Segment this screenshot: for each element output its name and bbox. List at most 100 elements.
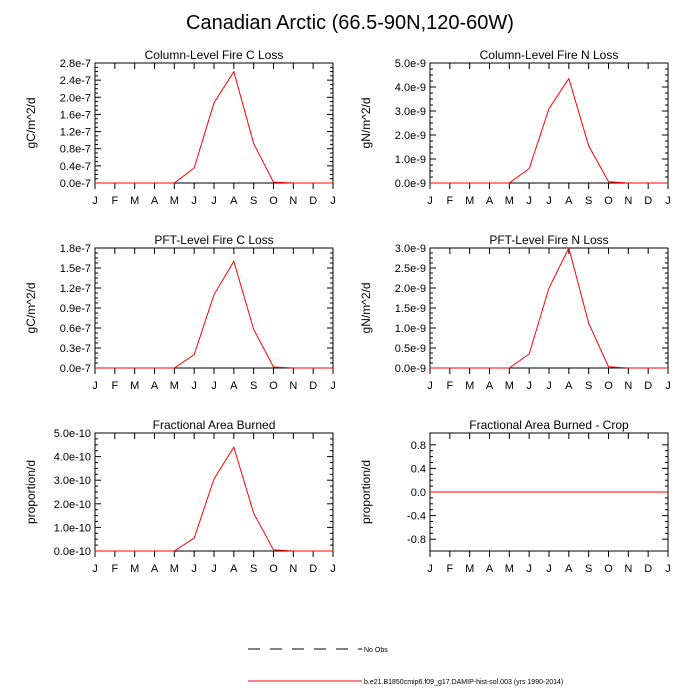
y-tick-label: 0.0e-9 — [395, 363, 426, 375]
panel-title: PFT-Level Fire N Loss — [489, 233, 608, 247]
panel-title: Fractional Area Burned — [153, 418, 276, 432]
y-tick-label: 0.8 — [411, 440, 426, 452]
x-tick-label: S — [585, 380, 592, 392]
panel-title: Fractional Area Burned - Crop — [469, 418, 629, 432]
x-tick-label: O — [604, 380, 613, 392]
x-tick-label: O — [604, 563, 613, 575]
x-tick-label: A — [486, 380, 494, 392]
y-tick-label: 0.0e-7 — [60, 178, 91, 190]
y-axis-label: gC/m^2/d — [24, 98, 38, 149]
y-tick-label: 1.0e-10 — [54, 522, 91, 534]
x-tick-label: J — [427, 380, 433, 392]
x-tick-label: J — [665, 195, 671, 207]
x-tick-label: D — [309, 380, 317, 392]
x-tick-label: M — [130, 563, 139, 575]
y-tick-label: 2.8e-7 — [60, 58, 91, 70]
y-axis-label: proportion/d — [359, 460, 373, 524]
x-tick-label: N — [289, 563, 297, 575]
x-tick-label: A — [230, 195, 238, 207]
y-tick-label: 0.8e-7 — [60, 144, 91, 156]
y-axis-label: gN/m^2/d — [359, 98, 373, 149]
y-tick-label: 0.4 — [411, 463, 426, 475]
x-tick-label: D — [309, 195, 317, 207]
x-tick-label: A — [565, 380, 573, 392]
x-tick-label: O — [269, 195, 278, 207]
y-tick-label: 0.0e-9 — [395, 178, 426, 190]
x-tick-label: F — [111, 195, 118, 207]
x-tick-label: A — [565, 195, 573, 207]
x-tick-label: F — [446, 380, 453, 392]
x-tick-label: D — [644, 380, 652, 392]
x-tick-label: J — [427, 563, 433, 575]
y-tick-label: 1.8e-7 — [60, 243, 91, 255]
series-line — [95, 445, 333, 552]
x-tick-label: J — [546, 195, 552, 207]
plot-frame — [94, 247, 334, 369]
y-tick-label: 0.9e-7 — [60, 303, 91, 315]
series-line — [430, 246, 668, 369]
y-axis-label: gC/m^2/d — [24, 283, 38, 334]
x-tick-label: M — [505, 380, 514, 392]
y-tick-label: 0.3e-7 — [60, 343, 91, 355]
x-tick-label: A — [486, 563, 494, 575]
panel-title: PFT-Level Fire C Loss — [154, 233, 273, 247]
x-tick-label: S — [250, 195, 257, 207]
y-tick-label: 5.0e-10 — [54, 428, 91, 440]
x-tick-label: F — [111, 563, 118, 575]
y-tick-label: 1.5e-7 — [60, 263, 91, 275]
x-tick-label: J — [92, 563, 98, 575]
y-tick-label: 1.2e-7 — [60, 127, 91, 139]
y-tick-label: -0.8 — [407, 534, 426, 546]
x-tick-label: J — [211, 380, 217, 392]
page-title: Canadian Arctic (66.5-90N,120-60W) — [186, 12, 514, 34]
y-tick-label: 3.0e-9 — [395, 106, 426, 118]
x-tick-label: A — [151, 380, 159, 392]
y-tick-label: 3.0e-10 — [54, 475, 91, 487]
y-tick-label: 2.0e-7 — [60, 92, 91, 104]
y-tick-label: 1.6e-7 — [60, 109, 91, 121]
y-tick-label: 2.5e-9 — [395, 263, 426, 275]
x-tick-label: A — [486, 195, 494, 207]
x-tick-label: D — [309, 563, 317, 575]
x-tick-label: M — [170, 563, 179, 575]
plot-frame — [94, 432, 334, 552]
x-tick-label: N — [624, 195, 632, 207]
x-tick-label: A — [151, 195, 159, 207]
y-tick-label: 0.0 — [411, 487, 426, 499]
x-tick-label: O — [269, 380, 278, 392]
x-tick-label: J — [191, 563, 197, 575]
y-tick-label: 4.0e-9 — [395, 82, 426, 94]
x-tick-label: J — [191, 380, 197, 392]
x-tick-label: J — [92, 380, 98, 392]
y-tick-label: 1.0e-9 — [395, 154, 426, 166]
y-tick-label: 3.0e-9 — [395, 243, 426, 255]
x-tick-label: M — [170, 380, 179, 392]
x-tick-label: J — [526, 563, 532, 575]
x-tick-label: J — [330, 563, 336, 575]
x-tick-label: F — [446, 195, 453, 207]
y-tick-label: 0.4e-7 — [60, 161, 91, 173]
x-tick-label: S — [250, 563, 257, 575]
x-tick-label: M — [465, 563, 474, 575]
y-tick-label: 2.4e-7 — [60, 75, 91, 87]
x-tick-label: M — [465, 380, 474, 392]
y-tick-label: 1.0e-9 — [395, 323, 426, 335]
x-tick-label: A — [230, 380, 238, 392]
x-tick-label: J — [330, 380, 336, 392]
x-tick-label: S — [250, 380, 257, 392]
y-tick-label: 2.0e-9 — [395, 130, 426, 142]
x-tick-label: A — [565, 563, 573, 575]
x-tick-label: J — [526, 195, 532, 207]
y-tick-label: 0.0e-7 — [60, 363, 91, 375]
x-tick-label: M — [465, 195, 474, 207]
x-tick-label: J — [92, 195, 98, 207]
series-line — [95, 260, 333, 369]
x-tick-label: D — [644, 563, 652, 575]
x-tick-label: F — [111, 380, 118, 392]
y-axis-label: gN/m^2/d — [359, 283, 373, 334]
x-tick-label: D — [644, 195, 652, 207]
x-tick-label: O — [604, 195, 613, 207]
x-tick-label: J — [526, 380, 532, 392]
legend-label-no-obs: No Obs — [364, 647, 388, 654]
